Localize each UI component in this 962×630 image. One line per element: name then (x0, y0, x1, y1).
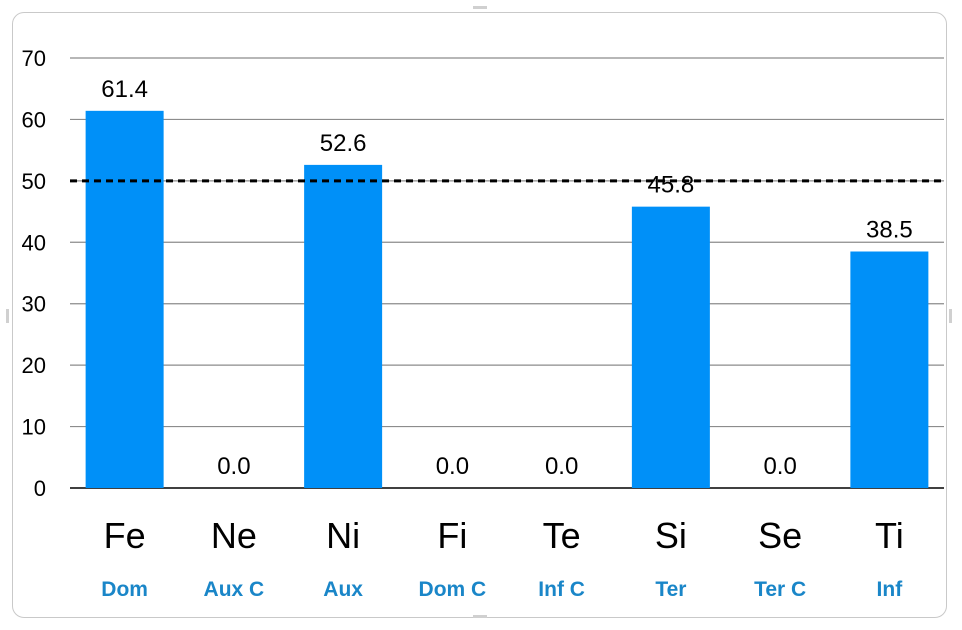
x-sublabel: Inf (877, 578, 904, 601)
data-label: 52.6 (320, 130, 367, 157)
resize-handle-top[interactable] (473, 6, 487, 9)
resize-handle-left[interactable] (6, 309, 9, 323)
bar (850, 251, 929, 488)
bars (85, 110, 929, 488)
y-tick-label: 30 (22, 292, 46, 317)
bar (85, 110, 164, 488)
data-label: 0.0 (545, 453, 578, 480)
data-label: 0.0 (436, 453, 469, 480)
bar (304, 164, 383, 488)
resize-handle-bottom[interactable] (473, 615, 487, 618)
y-axis-ticks: 0 10 20 30 40 50 60 70 (22, 46, 46, 501)
x-category-label: Si (655, 515, 687, 556)
x-category-label: Ti (875, 515, 904, 556)
x-category-label: Fe (104, 515, 146, 556)
x-sublabel: Aux C (204, 578, 265, 601)
data-label: 0.0 (763, 453, 796, 480)
x-sublabel: Inf C (538, 578, 585, 601)
data-labels: 61.4 0.0 52.6 0.0 0.0 45.8 0.0 38.5 (101, 76, 912, 480)
x-sublabel: Dom (101, 578, 148, 601)
x-category-label: Te (543, 515, 581, 556)
x-axis-categories: Fe Ne Ni Fi Te Si Se Ti (104, 515, 904, 556)
data-label: 38.5 (866, 217, 913, 244)
resize-handle-right[interactable] (949, 309, 952, 323)
data-label: 45.8 (648, 172, 695, 199)
x-sublabel: Ter (655, 578, 686, 601)
x-axis-sublabels: Dom Aux C Aux Dom C Inf C Ter Ter C Inf (101, 578, 903, 601)
x-category-label: Ni (326, 515, 360, 556)
y-tick-label: 0 (34, 476, 46, 501)
data-label: 61.4 (101, 76, 148, 103)
bar (631, 206, 710, 488)
y-tick-label: 60 (22, 107, 46, 132)
y-tick-label: 10 (22, 415, 46, 440)
x-category-label: Se (758, 515, 802, 556)
chart-frame (6, 6, 952, 618)
y-tick-label: 20 (22, 353, 46, 378)
x-category-label: Ne (211, 515, 257, 556)
data-label: 0.0 (217, 453, 250, 480)
x-sublabel: Ter C (754, 578, 806, 601)
x-sublabel: Dom C (419, 578, 487, 601)
x-category-label: Fi (437, 515, 467, 556)
x-sublabel: Aux (323, 578, 363, 601)
y-tick-label: 70 (22, 46, 46, 71)
y-tick-label: 40 (22, 230, 46, 255)
y-tick-label: 50 (22, 169, 46, 194)
gridlines (70, 57, 944, 489)
